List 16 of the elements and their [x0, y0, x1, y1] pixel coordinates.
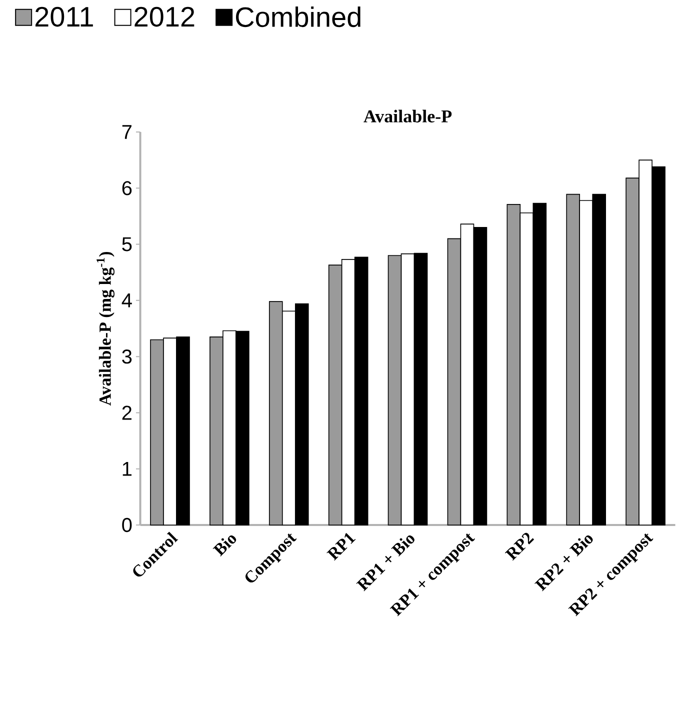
- legend-label: 2011: [35, 6, 93, 27]
- y-tick-label: 6: [122, 181, 132, 196]
- legend-label: 2012: [134, 6, 194, 27]
- y-tick-label: 1: [122, 462, 132, 476]
- chart-title: Available-P: [364, 110, 452, 122]
- y-tick-label: 3: [122, 350, 132, 364]
- y-tick-label: 7: [122, 125, 132, 139]
- y-axis-title: Available-P (mg kg$^{-1}$): [96, 252, 114, 406]
- y-tick-label: 0: [122, 518, 132, 532]
- y-tick-label: 4: [122, 294, 132, 308]
- y-tick-label: 2: [122, 406, 132, 420]
- legend-label: Combined: [236, 6, 360, 28]
- x-tick-label: Bio: [212, 535, 236, 556]
- x-tick-label: RP2: [504, 532, 534, 561]
- x-tick-label: RP1: [326, 532, 356, 561]
- y-tick-label: 5: [122, 237, 132, 252]
